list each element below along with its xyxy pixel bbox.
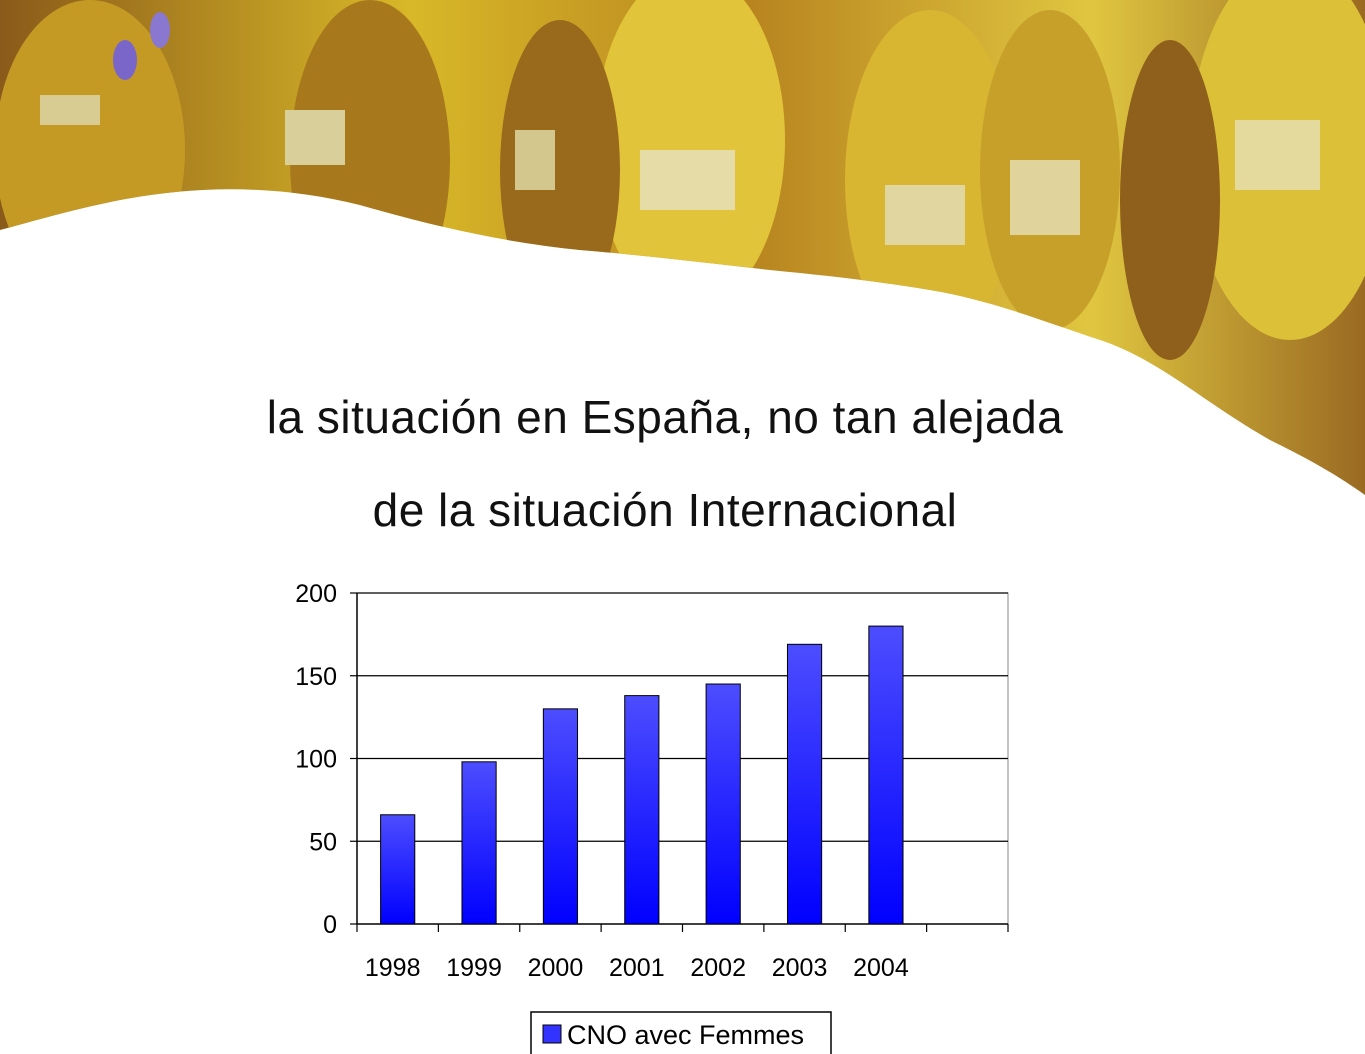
y-tick-label: 200 <box>295 580 337 608</box>
y-tick-label: 50 <box>309 828 337 856</box>
slide-title-line-1: la situación en España, no tan alejada <box>266 391 1064 443</box>
chart-legend: CNO avec Femmes <box>530 1011 832 1054</box>
runners-photo-banner <box>0 0 1365 495</box>
bar <box>461 761 497 925</box>
x-tick-label: 1999 <box>446 954 502 982</box>
legend-label: CNO avec Femmes <box>567 1020 804 1050</box>
y-tick-label: 0 <box>323 911 337 939</box>
bar <box>705 683 741 925</box>
bar <box>542 708 579 925</box>
legend-swatch <box>542 1024 562 1044</box>
bar <box>868 625 904 925</box>
bar <box>380 814 416 925</box>
x-tick-label: 2001 <box>609 954 665 982</box>
bar-chart: 0 50 100 150 200 1998 1999 2000 2001 2002 2003 2004… <box>295 580 1009 1054</box>
y-tick-label: 100 <box>295 746 337 774</box>
x-tick-label: 2000 <box>528 954 584 982</box>
x-tick-label: 2002 <box>690 954 746 982</box>
bar <box>786 643 823 925</box>
legend-box <box>530 1011 832 1054</box>
y-tick-label: 150 <box>295 663 337 691</box>
slide-title-line-2: de la situación Internacional <box>372 484 958 536</box>
x-tick-label: 2003 <box>772 954 828 982</box>
x-tick-label: 2004 <box>853 954 909 982</box>
bar <box>624 695 660 925</box>
x-tick-label: 1998 <box>365 954 421 982</box>
